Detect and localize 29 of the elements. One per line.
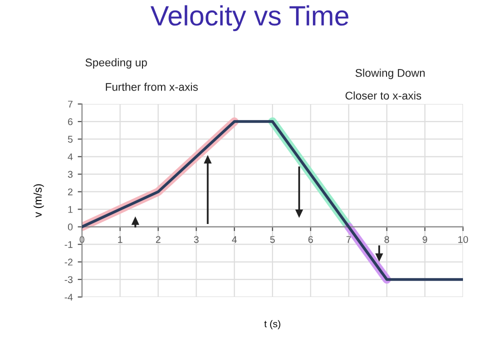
y-tick-label: 2 <box>68 188 72 196</box>
x-tick-label: 6 <box>308 236 313 243</box>
text: Slowing Down <box>356 68 425 80</box>
x-tick-label: 1 <box>118 236 122 243</box>
x-tick-label: 4 <box>232 236 237 243</box>
x-tick-label: 3 <box>194 236 199 243</box>
chart-title: Velocity vs Time <box>150 5 348 32</box>
text: Further from x-axis <box>106 82 198 91</box>
x-tick-label: 5 <box>270 236 275 243</box>
x-tick-label: 7 <box>346 236 351 243</box>
x-tick-label: 10 <box>458 236 468 243</box>
y-tick-label: 6 <box>68 118 73 126</box>
y-tick-label: -2 <box>64 258 72 266</box>
y-tick-label: 5 <box>68 136 73 143</box>
y-tick-label: 1 <box>68 206 72 213</box>
x-tick-label: 9 <box>422 236 428 243</box>
y-tick-label: -3 <box>64 276 73 284</box>
x-tick-label: 2 <box>156 236 160 243</box>
y-tick-label: -1 <box>64 241 72 248</box>
y-axis-title: v (m/s) <box>34 184 44 218</box>
y-tick-label: -4 <box>64 294 73 301</box>
y-tick-label: 4 <box>68 153 73 160</box>
x-axis-title: t (s) <box>264 320 280 330</box>
y-tick-label: 7 <box>68 100 72 108</box>
y-tick-label: 3 <box>68 170 73 178</box>
x-tick-label: 8 <box>384 236 390 243</box>
text: Speeding up <box>86 58 147 69</box>
y-tick-label: 0 <box>68 224 73 230</box>
text: Closer to x-axis <box>346 91 422 100</box>
